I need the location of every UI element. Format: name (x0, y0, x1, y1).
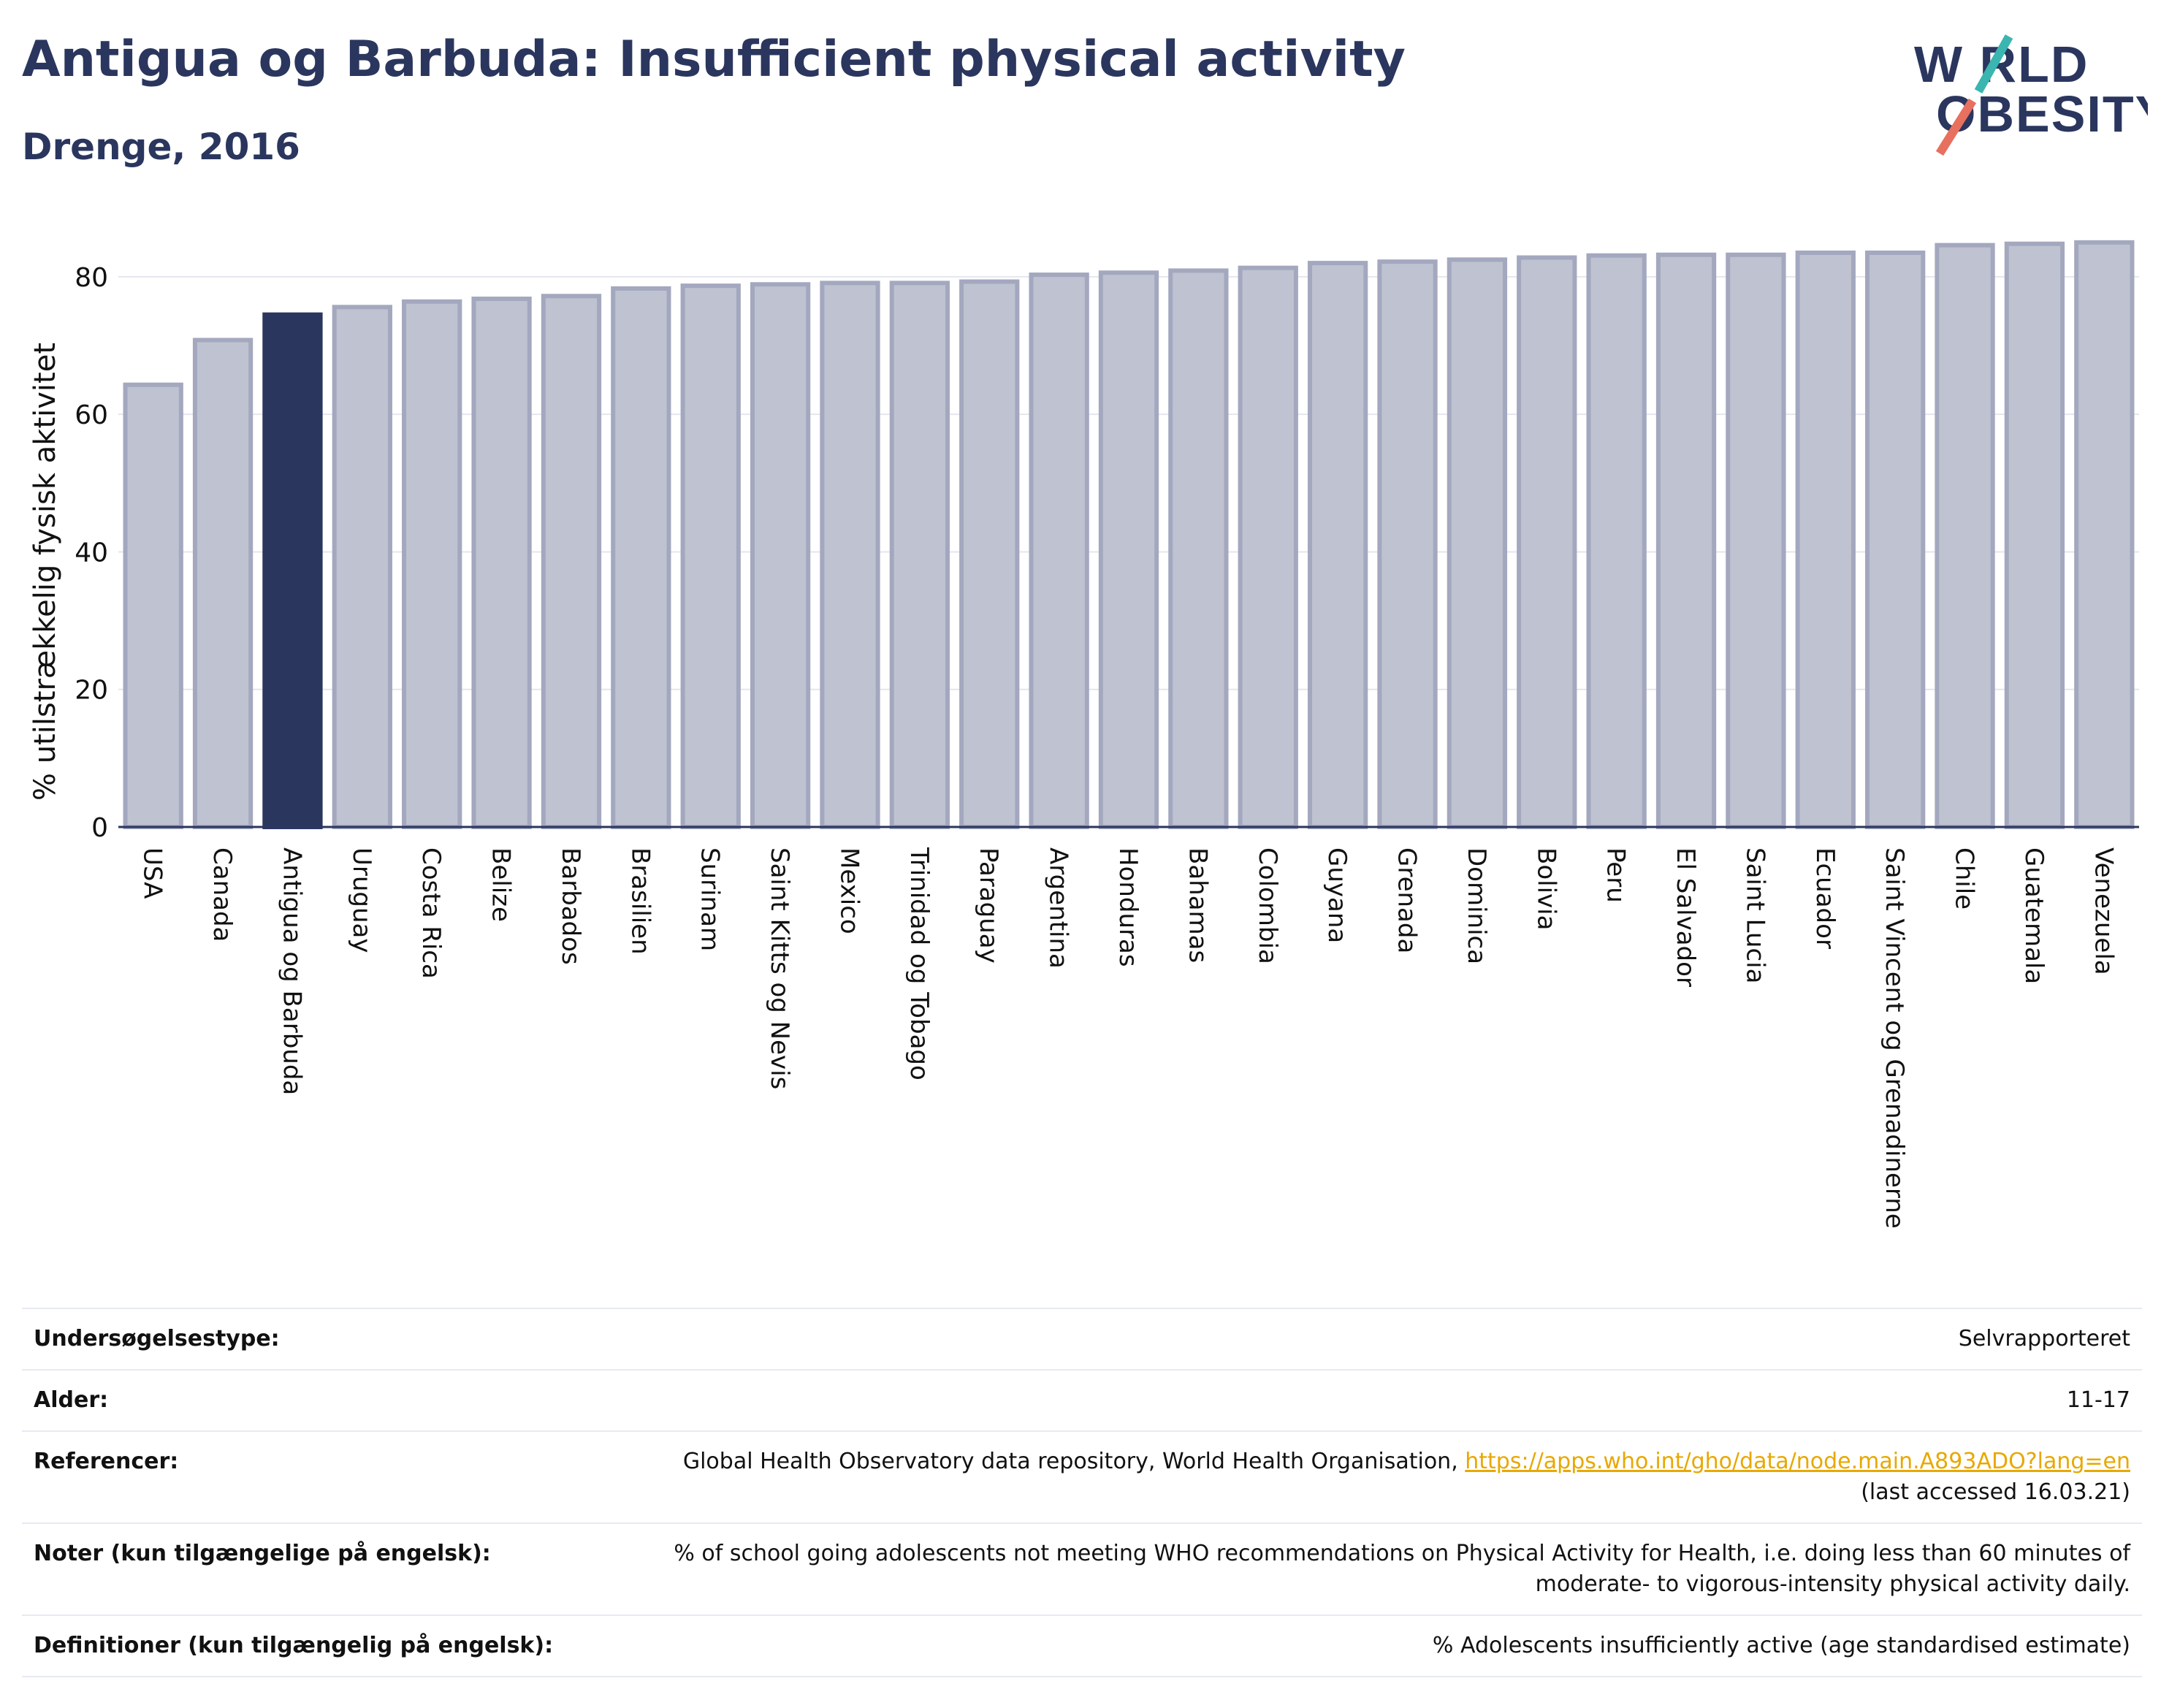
info-row-references: Referencer: Global Health Observatory da… (22, 1432, 2142, 1524)
x-tick-label: Colombia (1253, 847, 1282, 964)
bar-bahamas (1168, 268, 1229, 829)
x-tick-label: Saint Kitts og Nevis (765, 847, 794, 1089)
references-value: Global Health Observatory data repositor… (606, 1432, 2142, 1508)
bar-ecuador (1795, 250, 1856, 829)
age-label: Alder: (34, 1387, 109, 1413)
bar-surinam (680, 283, 741, 830)
bar-saint-vincent-og-grenadinerne (1865, 250, 1926, 829)
x-tick-labels: USA Canada Antigua og Barbuda Uruguay Costa … (138, 847, 2119, 1229)
x-tick-label: Paraguay (974, 847, 1003, 964)
info-row-definitions: Definitioner (kun tilgængelig på engelsk… (22, 1616, 2142, 1677)
info-row-survey-type: Undersøgelsestype: Selvrapporteret (22, 1309, 2142, 1370)
notes-label: Noter (kun tilgængelige på engelsk): (34, 1541, 491, 1566)
x-tick-label: Trinidad og Tobago (904, 847, 934, 1080)
bar-guyana (1307, 261, 1368, 829)
bar-venezuela (2074, 240, 2135, 829)
x-tick-label: Argentina (1044, 847, 1073, 969)
x-tick-label: Belize (487, 847, 516, 922)
x-tick-label: USA (138, 847, 167, 899)
y-tick-label: 40 (75, 538, 108, 568)
bar-grenada (1377, 259, 1438, 829)
x-tick-label: Canada (207, 847, 237, 942)
bar-bolivia (1517, 255, 1577, 830)
bar-mexico (820, 281, 880, 829)
definitions-label: Definitioner (kun tilgængelig på engelsk… (34, 1633, 554, 1658)
y-tick-label: 0 (91, 813, 108, 843)
bar-chile (1935, 243, 1995, 830)
bar-guatemala (2004, 241, 2065, 830)
x-tick-label: Dominica (1462, 847, 1491, 964)
x-tick-label: Saint Lucia (1740, 847, 1769, 983)
x-tick-label: Brasilien (625, 847, 655, 955)
chart-subtitle: Drenge, 2016 (22, 126, 300, 168)
bar-uruguay (332, 305, 392, 829)
bar-belize (471, 297, 532, 829)
x-tick-label: Venezuela (2089, 847, 2118, 975)
x-tick-label: Honduras (1113, 847, 1143, 967)
survey-type-value: Selvrapporteret (1958, 1326, 2130, 1351)
bar-barbados (541, 294, 602, 829)
bar-paraguay (959, 279, 1020, 829)
x-tick-label: Saint Vincent og Grenadinerne (1880, 847, 1909, 1229)
logo-line2: OBESITY (1936, 85, 2148, 142)
bar-colombia (1238, 265, 1298, 829)
y-tick-label: 80 (75, 263, 108, 293)
y-axis-label: % utilstrækkelig fysisk aktivitet (28, 343, 62, 801)
x-tick-label: Ecuador (1810, 847, 1840, 949)
references-text: Global Health Observatory data repositor… (682, 1449, 1466, 1474)
info-table: Undersøgelsestype: Selvrapporteret Alder… (22, 1308, 2142, 1677)
bar-usa (123, 382, 183, 829)
x-tick-label: Guyana (1322, 847, 1352, 943)
references-link[interactable]: https://apps.who.int/gho/data/node.main.… (1465, 1449, 2130, 1474)
bar-dominica (1447, 257, 1508, 829)
x-tick-label: Costa Rica (416, 847, 446, 979)
notes-value: % of school going adolescents not meetin… (674, 1541, 2130, 1597)
bar-saint-kitts-og-nevis (750, 282, 811, 829)
x-tick-label: Surinam (695, 847, 725, 951)
references-accessed: (last accessed 16.03.21) (1861, 1479, 2130, 1505)
bar-costa-rica (402, 299, 462, 829)
bar-chart: 0 20 40 60 80 USA Canada Antigua og Barbuda Uru… (28, 240, 2139, 1229)
x-tick-label: Bolivia (1531, 847, 1560, 930)
x-tick-label: Peru (1601, 847, 1631, 903)
x-tick-label: Guatemala (2019, 847, 2048, 984)
x-tick-label: Barbados (556, 847, 585, 965)
y-tick-label: 60 (75, 400, 108, 430)
references-label: Referencer: (34, 1449, 179, 1474)
bar-canada (192, 338, 254, 830)
age-value: 11-17 (2066, 1387, 2130, 1413)
x-tick-label: Mexico (834, 847, 864, 934)
x-tick-label: Grenada (1392, 847, 1422, 953)
bar-honduras (1098, 270, 1159, 829)
bars (123, 240, 2135, 830)
x-tick-label: Bahamas (1183, 847, 1212, 963)
y-tick-labels: 0 20 40 60 80 (75, 263, 108, 843)
bar-peru (1586, 253, 1647, 829)
info-row-age: Alder: 11-17 (22, 1370, 2142, 1432)
bar-antigua-og-barbuda (262, 312, 323, 829)
bar-el-salvador (1655, 252, 1717, 829)
bar-saint-lucia (1726, 252, 1786, 829)
definitions-value: % Adolescents insufficiently active (age… (1432, 1633, 2130, 1658)
logo-slash-top (1974, 34, 2013, 94)
info-row-notes: Noter (kun tilgængelige på engelsk): % o… (22, 1524, 2142, 1616)
bar-trinidad-og-tobago (889, 281, 950, 829)
logo-slash-bottom (1935, 98, 1977, 156)
bar-argentina (1029, 272, 1089, 830)
world-obesity-logo: W RLD OBESITY (1914, 34, 2148, 156)
x-tick-label: El Salvador (1671, 847, 1700, 987)
x-tick-label: Antigua og Barbuda (277, 847, 306, 1095)
x-tick-label: Chile (1950, 847, 1979, 910)
y-tick-label: 20 (75, 676, 108, 706)
survey-type-label: Undersøgelsestype: (34, 1326, 280, 1351)
chart-title: Antigua og Barbuda: Insufficient physica… (22, 31, 1406, 88)
bar-brasilien (611, 286, 671, 829)
x-tick-label: Uruguay (347, 847, 376, 953)
